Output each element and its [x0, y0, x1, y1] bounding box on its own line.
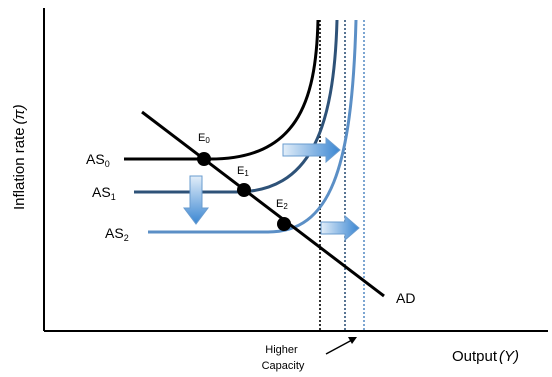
shift-right-arrow-upper — [282, 136, 341, 164]
capacity-pointer-arrow — [325, 339, 353, 355]
as2-curve — [148, 19, 358, 234]
as1-curve — [134, 19, 339, 194]
capacity-pointer-arrowhead — [348, 337, 357, 344]
y-axis-label: Inflation rate(π) — [11, 104, 28, 210]
ad-curve — [141, 110, 385, 298]
as0-label: AS0 — [86, 151, 110, 169]
x-axis-label: Output (Y) — [452, 348, 519, 365]
as0-curve — [124, 19, 320, 161]
shift-right-arrow-lower — [320, 214, 360, 242]
equilibrium-point-e2 — [277, 217, 291, 231]
equilibrium-point-e1 — [237, 183, 251, 197]
capacity-note: Higher Capacity — [262, 344, 305, 372]
e1-label: E1 — [237, 165, 249, 178]
equilibrium-point-e0 — [197, 152, 211, 166]
as2-label: AS2 — [105, 225, 129, 243]
e2-label: E2 — [276, 198, 288, 211]
e0-label: E0 — [198, 132, 210, 145]
as1-label: AS1 — [92, 184, 116, 202]
ad-label: AD — [396, 290, 415, 306]
shift-down-arrow — [183, 175, 209, 225]
